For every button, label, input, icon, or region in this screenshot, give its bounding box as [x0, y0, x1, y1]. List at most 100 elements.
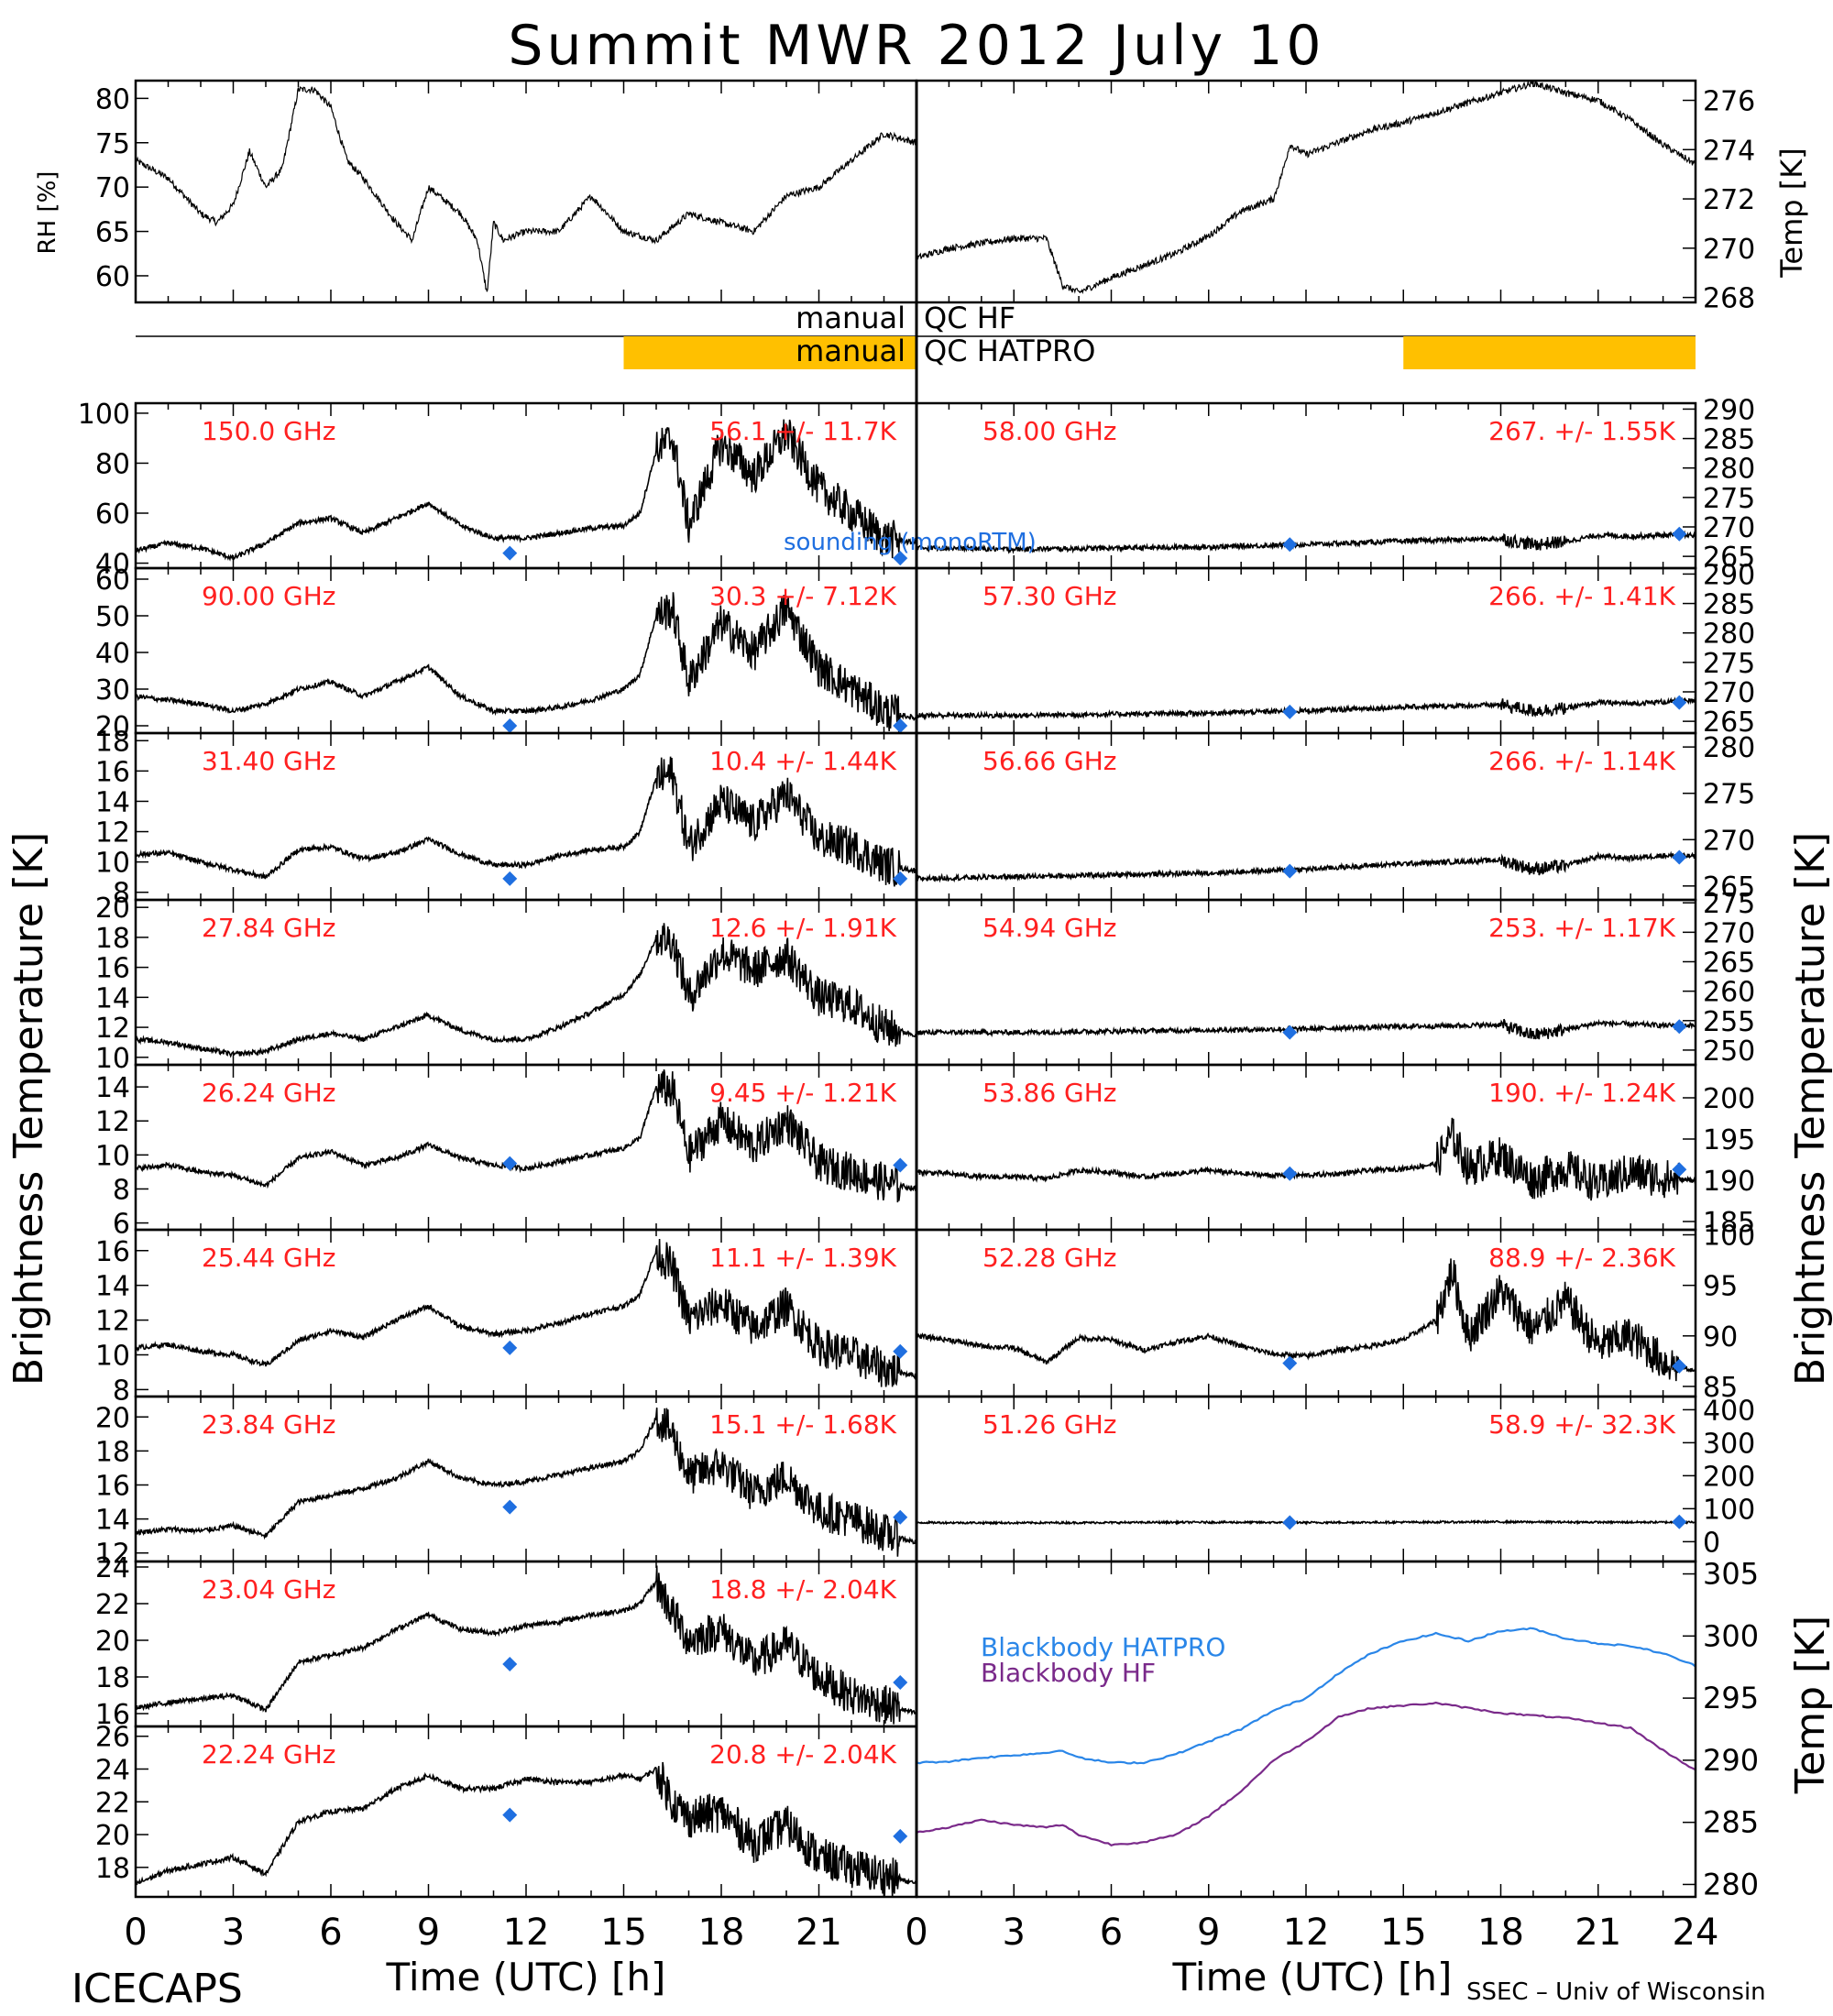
channel-stats: 9.45 +/- 1.21K — [709, 1078, 896, 1108]
y-tick-label: 290 — [1703, 394, 1755, 426]
y-tick-label: 268 — [1703, 283, 1755, 315]
trace-group-ch150 — [136, 419, 916, 562]
x-tick-label: 12 — [1283, 1912, 1330, 1954]
y-tick-label: 272 — [1703, 184, 1755, 216]
channel-label: 23.04 GHz — [202, 1574, 336, 1605]
channel-stats: 11.1 +/- 1.39K — [709, 1243, 896, 1273]
panels: 6065707580268270272274276406080100150.0 … — [78, 79, 1759, 1901]
trace-group-ch2624 — [136, 1068, 916, 1203]
y-tick-label: 16 — [95, 1236, 130, 1268]
y-tick-label: 80 — [95, 83, 130, 115]
qc-hf-label-left: manual — [796, 301, 906, 335]
y-tick-label: 75 — [95, 128, 130, 160]
y-tick-label: 22 — [95, 1787, 130, 1819]
series-line-hatpro — [916, 1627, 1696, 1765]
y-tick-label: 60 — [95, 261, 130, 293]
trace-ch2384 — [136, 1408, 916, 1557]
x-tick-label: 0 — [905, 1912, 927, 1954]
x-tick-label: 0 — [124, 1912, 147, 1954]
trace-group-ch5494 — [916, 1018, 1696, 1040]
y-tick-label: 20 — [95, 893, 130, 925]
channel-label: 25.44 GHz — [202, 1243, 336, 1273]
channel-label: 51.26 GHz — [982, 1409, 1117, 1440]
footer-right: SSEC – Univ of Wisconsin — [1466, 1978, 1766, 2006]
y-tick-label: 195 — [1703, 1124, 1755, 1156]
y-tick-label: 200 — [1703, 1461, 1755, 1493]
y-tick-label: 14 — [95, 1271, 130, 1303]
x-tick-label: 15 — [600, 1912, 647, 1954]
channel-stats: 18.8 +/- 2.04K — [709, 1574, 896, 1605]
y-tick-label: 14 — [95, 1072, 130, 1104]
y-tick-label: 8 — [113, 1375, 130, 1407]
panel-ch5228: 85 90 95 100 52.28 GHz 88.9 +/- 2.36K — [915, 1221, 1755, 1404]
y-tick-label: 18 — [95, 1662, 130, 1694]
frame-blackbody — [915, 1560, 1697, 1899]
y-tick-label: 265 — [1703, 542, 1755, 574]
trace-group-ch5666 — [916, 850, 1696, 883]
sounding-marker — [893, 1343, 908, 1359]
sounding-marker — [502, 1340, 518, 1355]
trace-ch2784 — [136, 923, 916, 1058]
qc-hatpro-flag — [623, 336, 916, 369]
y-tick-label: 80 — [95, 448, 130, 480]
sounding-marker — [893, 1509, 908, 1525]
frame-temp_top — [915, 79, 1697, 304]
x-tick-label: 6 — [1100, 1912, 1123, 1954]
y-tick-label: 6 — [113, 1209, 130, 1241]
trace-rh — [136, 85, 916, 292]
sounding-marker — [502, 1156, 518, 1171]
channel-label: 22.24 GHz — [202, 1739, 336, 1769]
channel-stats: 253. +/- 1.17K — [1488, 913, 1675, 943]
channel-stats: 190. +/- 1.24K — [1488, 1078, 1675, 1108]
y-tick-label: 255 — [1703, 1006, 1755, 1038]
sounding-marker — [1282, 704, 1298, 719]
y-tick-label: 285 — [1703, 589, 1755, 621]
trace-group-rh — [136, 85, 916, 292]
y-tick-label: 285 — [1703, 1805, 1759, 1840]
x-tick-label: 3 — [222, 1912, 245, 1954]
y-tick-label: 16 — [95, 1470, 130, 1502]
y-tick-label: 10 — [95, 1043, 130, 1075]
x-tick-label: 21 — [796, 1912, 842, 1954]
sounding-marker — [502, 1499, 518, 1515]
x-axis-label-left: Time (UTC) [h] — [386, 1955, 666, 2000]
y-tick-label: 290 — [1703, 1743, 1759, 1778]
trace-ch5126 — [916, 1518, 1696, 1526]
sounding-marker — [1282, 537, 1298, 553]
y-tick-label: 10 — [95, 1341, 130, 1373]
y-tick-label: 14 — [95, 786, 130, 818]
y-tick-label: 40 — [95, 638, 130, 670]
sounding-marker — [502, 871, 518, 886]
trace-ch150 — [136, 419, 916, 562]
trace-ch2304 — [136, 1565, 916, 1725]
y-tick-label: 300 — [1703, 1428, 1755, 1460]
trace-group-ch5800 — [916, 530, 1696, 554]
y-tick-label: 14 — [95, 1505, 130, 1537]
channel-label: 90.00 GHz — [202, 581, 336, 611]
channel-stats: 15.1 +/- 1.68K — [709, 1409, 896, 1440]
sounding-marker — [1672, 1162, 1687, 1178]
y-tick-label: 95 — [1703, 1271, 1738, 1303]
x-axis-label-right: Time (UTC) [h] — [1172, 1955, 1453, 2000]
sounding-marker — [502, 1657, 518, 1671]
y-tick-label: 18 — [95, 923, 130, 955]
y-tick-label: 90 — [1703, 1321, 1738, 1353]
trace-ch2624 — [136, 1068, 916, 1203]
y-tick-label: 12 — [95, 1539, 130, 1571]
y-tick-label: 24 — [95, 1755, 130, 1787]
y-tick-label: 16 — [95, 1699, 130, 1731]
y-tick-label: 275 — [1703, 483, 1755, 515]
y-tick-label: 275 — [1703, 648, 1755, 680]
channel-label: 58.00 GHz — [982, 416, 1117, 446]
trace-group-ch2384 — [136, 1408, 916, 1557]
y-tick-label: 285 — [1703, 424, 1755, 456]
x-tick-label: 3 — [1003, 1912, 1026, 1954]
trace-group-ch2304 — [136, 1565, 916, 1725]
